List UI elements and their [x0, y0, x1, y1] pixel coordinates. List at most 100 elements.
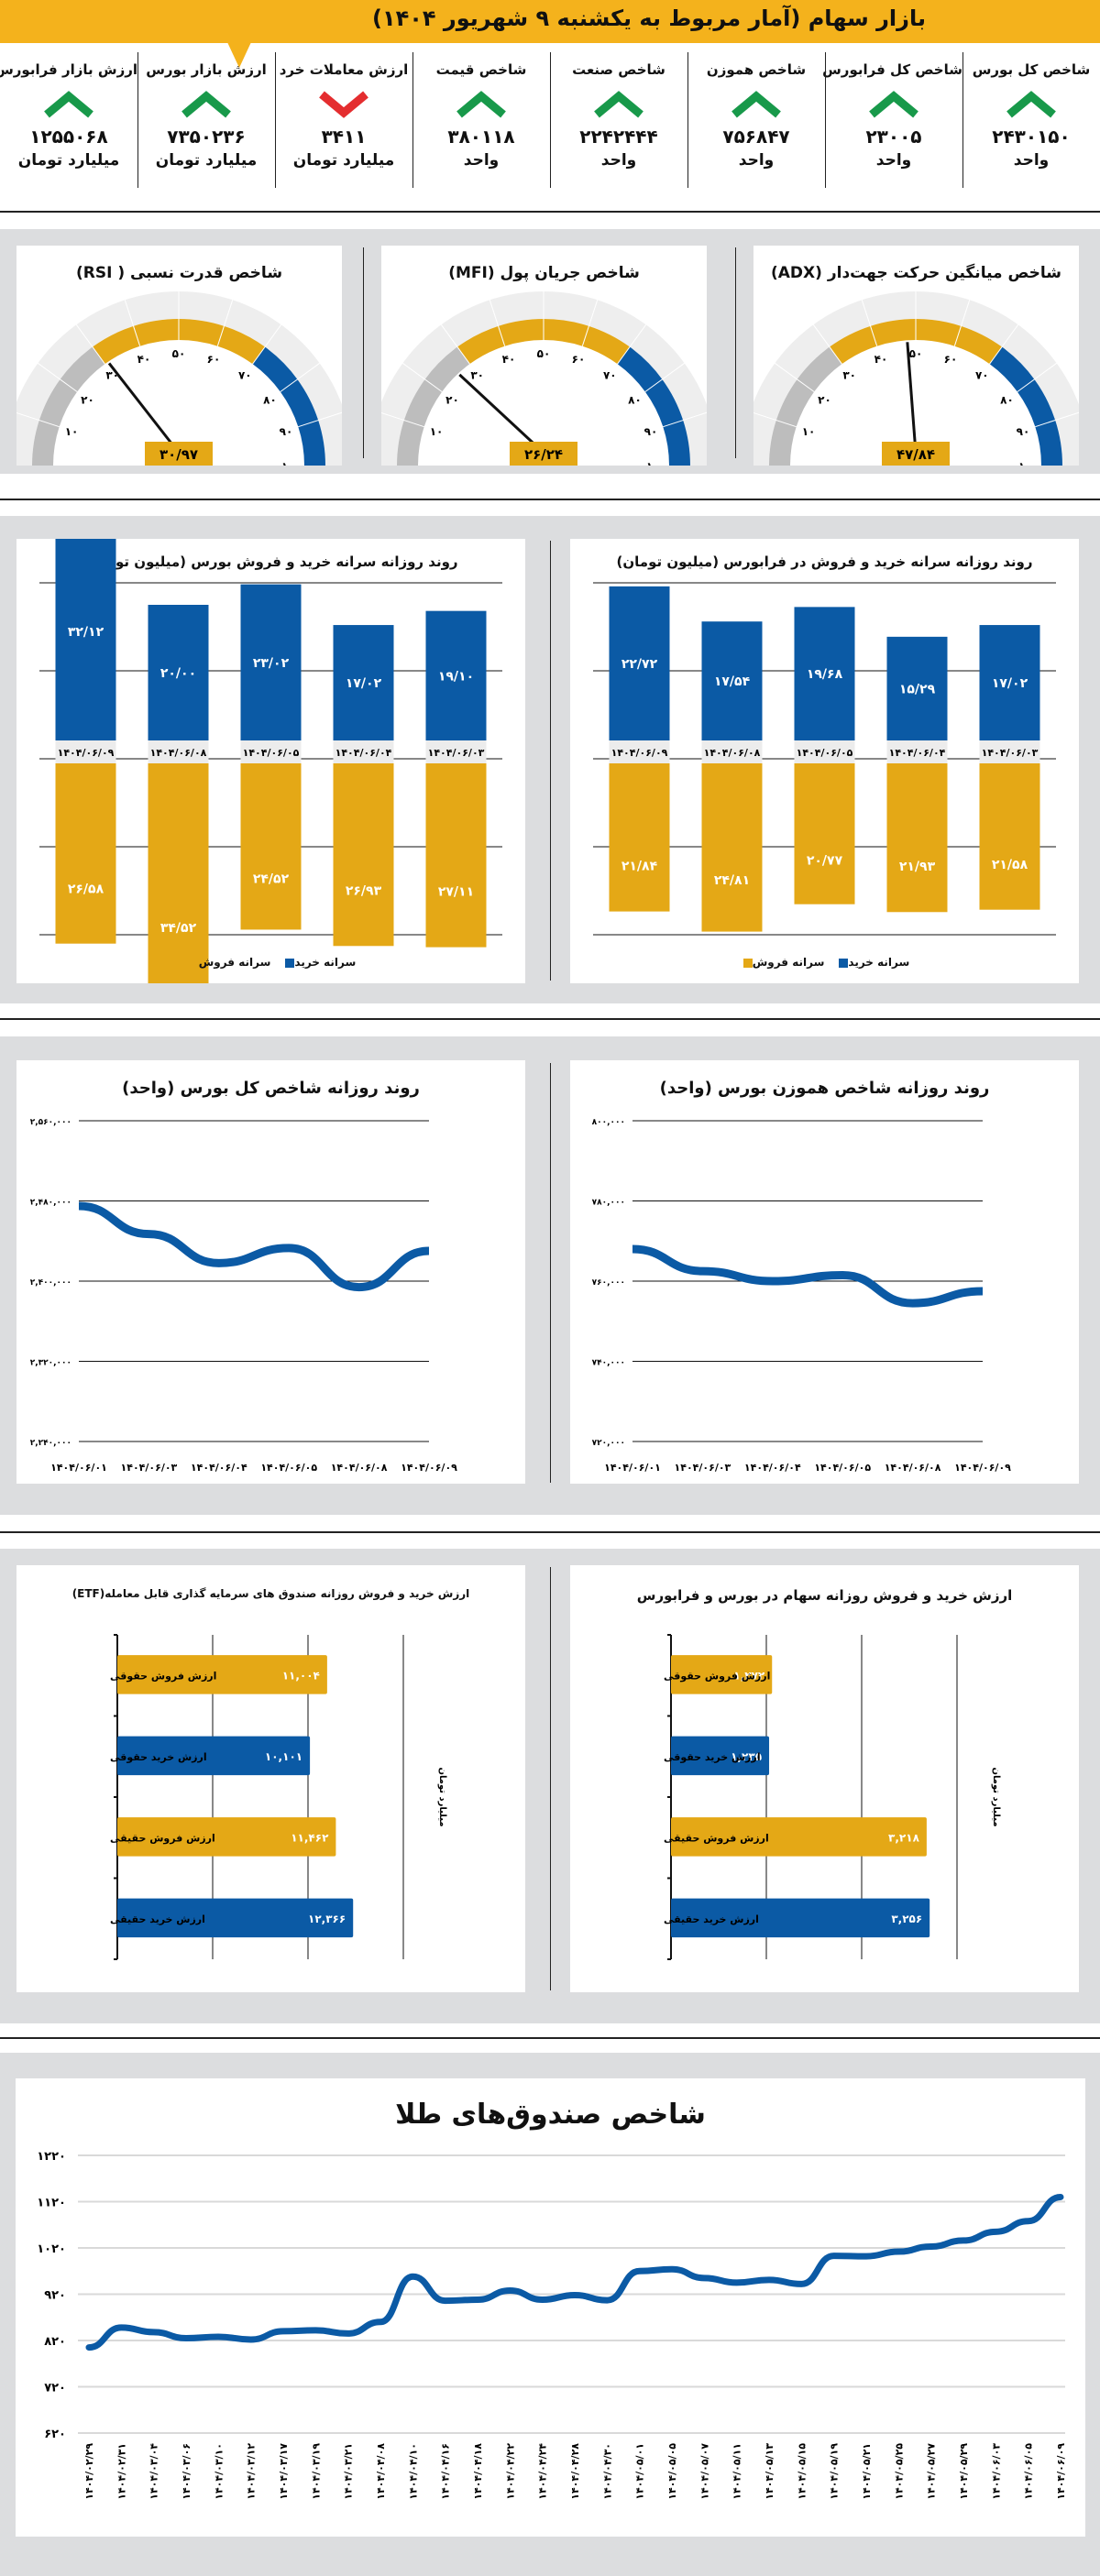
trend-chevron: [182, 91, 231, 118]
stat-label: شاخص صنعت: [572, 61, 666, 78]
stat-label: شاخص قیمت: [435, 61, 527, 78]
buy-value-label: ۱۹/۱۰: [438, 669, 474, 684]
y-tick-label: ۶۲۰: [44, 2428, 66, 2441]
x-tick-label: ۱۴۰۴/۰۲/۲۹: [83, 2443, 95, 2500]
gauge-tick: [37, 362, 78, 392]
series-line: [632, 1244, 984, 1308]
stat-item: شاخص کل بورس ۲۴۳۰۱۵۰ واحد: [962, 52, 1100, 188]
per-capita-chart-bourse_per_capita: ۱۴۰۴/۰۶/۰۳ ۱۹/۱۰ ۲۷/۱۱ ۱۴۰۴/۰۶/۰۴ ۱۷/۰۲ ۲۶/۹۳…: [39, 539, 502, 983]
stat-value: ۲۴۳۰۱۵۰: [992, 126, 1071, 148]
gauge-tick-label: ۵۰: [537, 347, 551, 360]
chevron-up-icon: [456, 91, 506, 118]
values-card-stock_values: ارزش خرید و فروش روزانه سهام در بورس و ف…: [570, 1565, 1079, 1992]
gauge-tick-label: ۸۰: [1000, 394, 1014, 407]
x-tick-label: ۱۴۰۴/۰۳/۱۲: [246, 2443, 258, 2500]
chart-title: روند روزانه سرانه خرید و فروش بورس (میلی…: [83, 554, 458, 570]
gauge-segment: [989, 346, 1035, 392]
axis-unit-label: میلیارد تومان: [991, 1767, 1001, 1826]
stat-divider: [412, 52, 413, 188]
gauge-segment: [916, 319, 962, 346]
stat-label: شاخص هموزن: [706, 61, 807, 78]
gauge-tick-label: ۰: [62, 460, 69, 466]
gauge-needle: [458, 373, 545, 455]
x-tick-label: ۱۴۰۴/۰۵/۲۷: [926, 2443, 938, 2500]
section-divider: [0, 2037, 1100, 2039]
gauge-tick: [124, 300, 141, 346]
gauge-tick: [489, 300, 506, 346]
x-tick-label: ۱۴۰۴/۰۳/۱۷: [278, 2443, 290, 2500]
y-tick-label: ۷۲۰: [44, 2382, 66, 2395]
x-tick-label: ۱۴۰۴/۰۳/۰۴: [148, 2443, 160, 2500]
gauge-segment: [179, 319, 225, 346]
chart-title: ارزش خرید و فروش روزانه سهام در بورس و ف…: [636, 1587, 1013, 1604]
gauge-value-box: [882, 442, 950, 466]
x-tick-label: ۱۴۰۴/۰۶/۰۵: [814, 1462, 871, 1474]
date-strip: [333, 740, 394, 763]
legend-swatch: [285, 958, 295, 968]
gauge-segment: [252, 346, 298, 392]
gauge-segment: [60, 346, 105, 392]
page-header: بازار سهام (آمار مربوط به یکشنبه ۹ شهریو…: [0, 0, 1100, 43]
legend-item: سرانه خرید: [835, 956, 909, 969]
gauge-segment: [38, 378, 78, 427]
category-label: ارزش فروش حقیقی: [664, 1832, 769, 1844]
sell-value-label: ۲۶/۹۳: [346, 883, 382, 898]
gauge-adx: ۰ ۱۰ ۲۰ ۳۰ ۴۰ ۵۰ ۶۰ ۷۰ ۸۰ ۹۰ ۱۰۰ ۴۷/۸۴: [754, 291, 1079, 466]
stat-unit: میلیارد تومان: [155, 151, 258, 170]
sell-value-label: ۲۰/۷۷: [807, 854, 843, 869]
y-tick-label: ۹۲۰: [44, 2289, 66, 2303]
category-label: ۱۴۰۴/۰۶/۰۹: [611, 747, 668, 759]
values-chart-etf_values: ۱۱,۰۰۴ ارزش فروش حقوقی ۱۰,۱۰۱ ارزش خرید حقو…: [110, 1634, 447, 1960]
bar-value-label: ۱,۲۷۲: [733, 1669, 765, 1682]
gauge-segment: [456, 325, 505, 365]
gauge-segment: [1035, 420, 1062, 466]
y-tick-label: ۸۲۰: [44, 2335, 66, 2349]
stat-value: ۷۵۶۸۴۷: [722, 126, 790, 148]
value-bar: [117, 1655, 327, 1694]
stat-item: ارزش معاملات خرد ۳۴۱۱ میلیارد تومان: [275, 52, 412, 188]
stat-value: ۱۲۵۵۰۶۸: [29, 126, 108, 148]
value-bar: [117, 1817, 336, 1857]
section-divider: [0, 1531, 1100, 1533]
gauge-tick-label: ۸۰: [628, 394, 642, 407]
value-bar: [117, 1898, 354, 1938]
category-label: ارزش خرید حقیقی: [664, 1913, 759, 1925]
stat-unit: میلیارد تومان: [17, 151, 120, 170]
chevron-up-icon: [1006, 91, 1056, 118]
gauge-tick-label: ۱۰۰: [281, 460, 302, 466]
sell-value-label: ۲۱/۸۴: [622, 859, 658, 873]
buy-bar: [701, 621, 763, 740]
gauge-segment: [280, 378, 319, 427]
gauge-title: شاخص جریان پول (MFI): [448, 264, 640, 282]
legend-swatch: [839, 958, 849, 968]
bar-value-label: ۱۱,۰۰۴: [282, 1669, 320, 1682]
gauge-tick: [989, 323, 1019, 365]
x-tick-label: ۱۴۰۴/۰۲/۳۱: [116, 2443, 127, 2500]
gauge-title: شاخص قدرت نسبی ( RSI): [75, 264, 283, 282]
buy-bar: [333, 625, 394, 740]
x-tick-label: ۱۴۰۴/۰۵/۲۹: [958, 2443, 970, 2500]
gauge-needle: [906, 342, 918, 454]
gauge-segment: [397, 420, 424, 466]
buy-value-label: ۲۳/۰۲: [253, 656, 290, 671]
gauge-mfi: ۰ ۱۰ ۲۰ ۳۰ ۴۰ ۵۰ ۶۰ ۷۰ ۸۰ ۹۰ ۱۰۰ ۲۶/۲۴: [381, 291, 707, 466]
gauge-tick-label: ۴۰: [502, 353, 516, 366]
gauge-segment: [644, 378, 684, 427]
gauge-tick: [216, 300, 234, 346]
date-strip: [55, 740, 116, 763]
stat-value: ۳۴۱۱: [321, 126, 367, 148]
y-tick-label: ۲,۴۰۰,۰۰۰: [30, 1278, 72, 1288]
date-strip: [979, 740, 1040, 763]
gauge-segment: [663, 420, 690, 466]
gauge-rsi: ۰۱۰۲۰۳۰۴۰۵۰۶۰۷۰۸۰۹۰۱۰۰۳۰/۹۷: [16, 291, 342, 466]
gauge-tick-label: ۹۰: [644, 425, 658, 438]
gauge-segment: [217, 325, 266, 365]
stat-label: ارزش بازار فرابورس: [0, 61, 138, 78]
gauge-outer-ring: [381, 291, 707, 466]
gauge-value: ۴۷/۸۴: [896, 446, 935, 463]
legend-swatch: [189, 958, 199, 968]
index-card-total_index: روند روزانه شاخص کل بورس (واحد) ۲,۲۴۰,۰۰۰…: [16, 1060, 525, 1484]
chart-divider: [550, 1063, 551, 1483]
gauge-tick-label: ۷۰: [603, 368, 617, 381]
trend-chevron: [594, 91, 644, 118]
